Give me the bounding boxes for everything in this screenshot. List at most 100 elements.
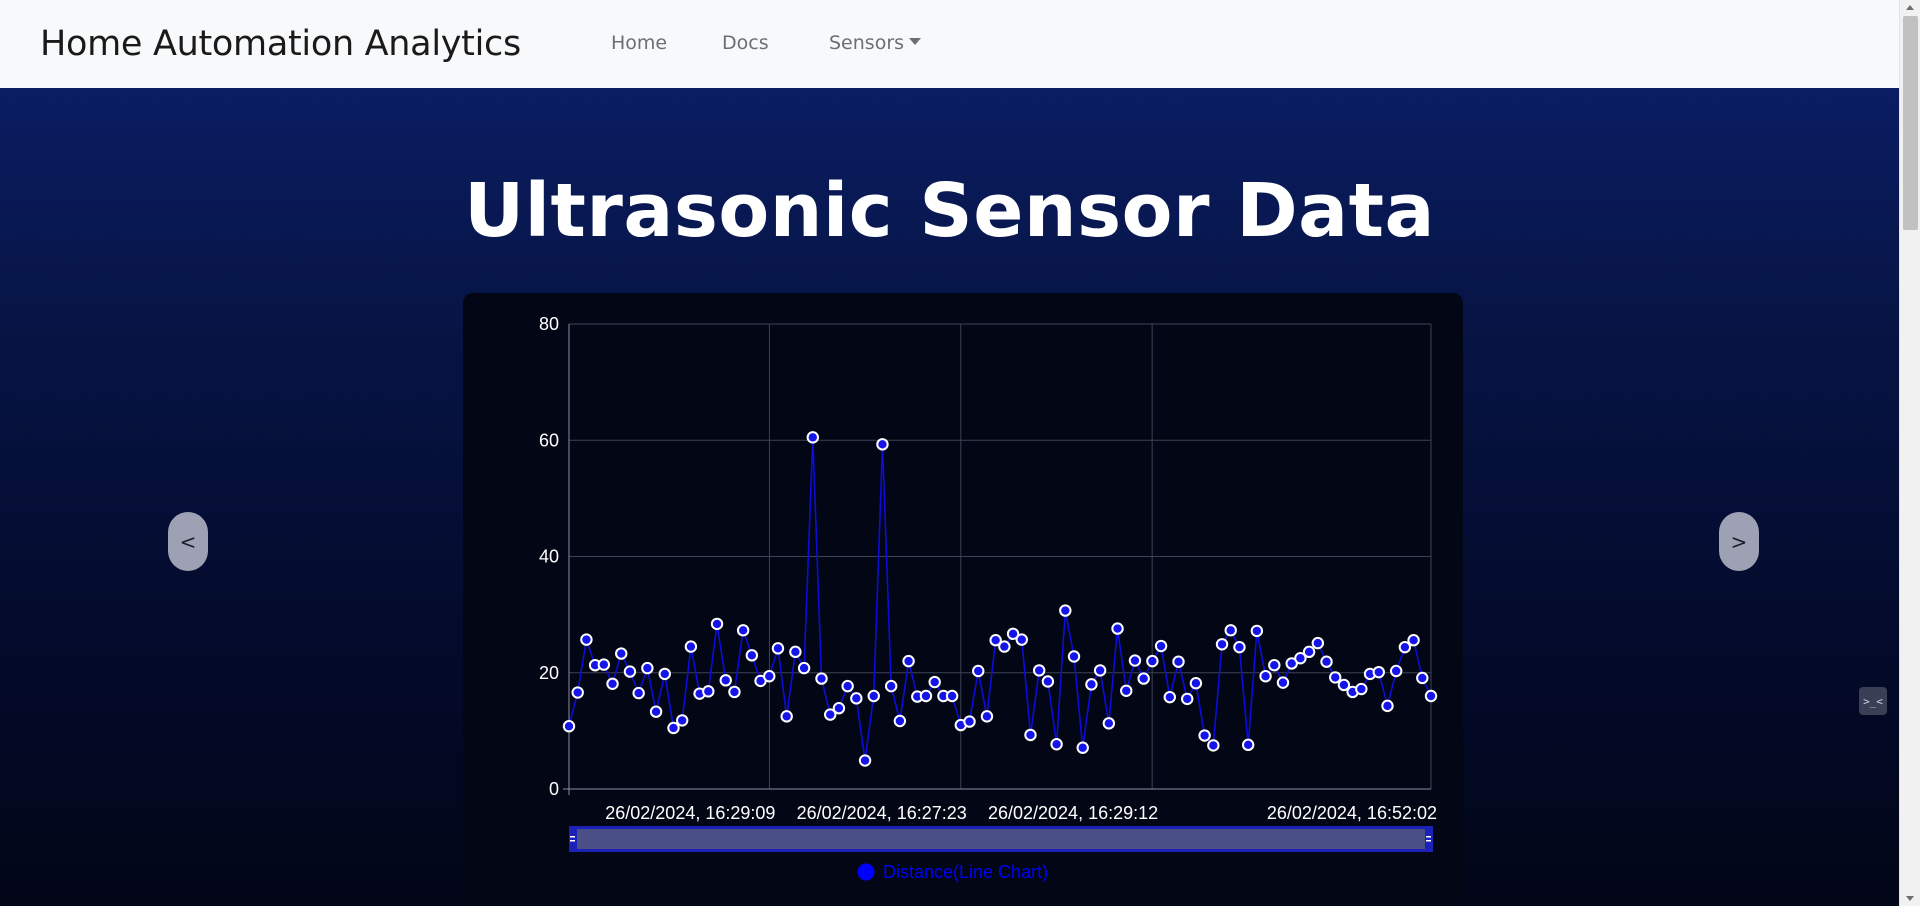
data-point[interactable] (989, 634, 1002, 647)
data-point[interactable] (1032, 664, 1046, 677)
side-widget-icon[interactable]: >_< (1859, 687, 1887, 715)
data-point[interactable] (902, 654, 915, 668)
data-point[interactable] (771, 642, 785, 655)
data-point[interactable] (1181, 692, 1194, 706)
legend-marker[interactable] (857, 863, 875, 881)
data-point[interactable] (1241, 738, 1255, 752)
data-point[interactable] (1198, 729, 1211, 742)
data-point[interactable] (1146, 654, 1159, 668)
zoom-slider-grip[interactable] (1426, 840, 1431, 842)
data-point[interactable] (1294, 652, 1307, 665)
data-point[interactable] (797, 661, 811, 675)
data-point[interactable] (824, 708, 837, 721)
data-point[interactable] (1381, 699, 1394, 713)
data-point[interactable] (963, 715, 976, 728)
brand-title[interactable]: Home Automation Analytics (40, 24, 521, 64)
data-point[interactable] (710, 617, 724, 631)
data-point[interactable] (1215, 638, 1229, 651)
data-point[interactable] (876, 438, 889, 451)
data-point[interactable] (972, 664, 985, 678)
carousel-prev-button[interactable]: < (168, 512, 208, 571)
data-point[interactable] (615, 647, 628, 660)
data-point[interactable] (1389, 664, 1403, 678)
data-point[interactable] (1137, 672, 1150, 685)
data-point[interactable] (841, 679, 854, 693)
data-point[interactable] (606, 677, 619, 690)
data-point[interactable] (1268, 658, 1281, 672)
data-point[interactable] (1233, 640, 1246, 654)
data-point[interactable] (641, 661, 654, 675)
data-point[interactable] (658, 667, 671, 681)
data-point[interactable] (623, 665, 637, 678)
scroll-thumb[interactable] (1903, 16, 1918, 230)
data-point[interactable] (884, 679, 898, 693)
data-point[interactable] (789, 645, 802, 659)
data-point[interactable] (1111, 622, 1124, 635)
data-point[interactable] (562, 720, 576, 733)
data-point[interactable] (1259, 670, 1272, 683)
data-point[interactable] (719, 674, 732, 687)
data-point[interactable] (1163, 690, 1176, 704)
data-point[interactable] (1372, 665, 1385, 679)
data-point[interactable] (745, 649, 759, 662)
data-point[interactable] (1207, 739, 1220, 752)
data-point[interactable] (1276, 676, 1290, 689)
data-point[interactable] (580, 633, 593, 646)
data-point[interactable] (1093, 664, 1107, 677)
data-point[interactable] (632, 686, 645, 700)
data-point[interactable] (1085, 678, 1098, 691)
data-point[interactable] (1398, 640, 1412, 654)
data-point[interactable] (1329, 671, 1342, 684)
carousel-next-button[interactable]: > (1719, 512, 1759, 571)
data-point[interactable] (893, 714, 907, 728)
data-point[interactable] (998, 640, 1011, 653)
data-point[interactable] (832, 702, 846, 715)
data-point[interactable] (1189, 677, 1203, 690)
scroll-down-arrow-icon[interactable] (1906, 896, 1914, 901)
data-point[interactable] (850, 692, 863, 705)
data-point[interactable] (1006, 627, 1020, 641)
data-point[interactable] (1355, 682, 1368, 696)
data-point[interactable] (858, 754, 872, 767)
page-scrollbar[interactable] (1899, 0, 1920, 906)
data-point[interactable] (806, 431, 819, 444)
data-point[interactable] (571, 686, 584, 699)
data-point[interactable] (1302, 645, 1316, 659)
data-point[interactable] (649, 705, 663, 718)
data-point[interactable] (1041, 675, 1055, 688)
data-point[interactable] (1337, 678, 1351, 692)
data-point[interactable] (1250, 624, 1264, 638)
data-point[interactable] (684, 640, 698, 653)
data-point[interactable] (1224, 624, 1237, 637)
scroll-up-arrow-icon[interactable] (1906, 5, 1914, 10)
nav-home-link[interactable]: Home (611, 32, 668, 54)
data-point[interactable] (1015, 633, 1028, 646)
data-point[interactable] (1102, 717, 1116, 730)
zoom-slider-range[interactable] (577, 829, 1425, 849)
zoom-slider-handle-right[interactable] (1426, 836, 1431, 838)
data-point[interactable] (867, 689, 880, 703)
data-point[interactable] (763, 670, 776, 683)
data-point[interactable] (1120, 684, 1133, 697)
chart-legend[interactable]: Distance(Line Chart) (857, 862, 1049, 882)
data-point[interactable] (702, 685, 715, 698)
data-point[interactable] (919, 689, 933, 703)
data-point[interactable] (780, 710, 793, 723)
data-point[interactable] (675, 714, 689, 727)
data-point[interactable] (1416, 671, 1429, 685)
nav-docs-link[interactable]: Docs (722, 32, 769, 54)
data-point[interactable] (1076, 741, 1089, 754)
data-point[interactable] (1424, 689, 1438, 703)
data-point[interactable] (1050, 738, 1063, 751)
data-point[interactable] (1172, 655, 1185, 668)
data-point[interactable] (1067, 650, 1081, 663)
data-point[interactable] (1407, 634, 1420, 647)
data-point[interactable] (736, 624, 750, 637)
zoom-slider[interactable] (569, 826, 1433, 852)
data-point[interactable] (1059, 604, 1072, 617)
data-point[interactable] (597, 658, 611, 671)
legend-label[interactable]: Distance(Line Chart) (883, 862, 1048, 882)
data-point[interactable] (1128, 654, 1142, 667)
zoom-slider-handle-left[interactable] (570, 836, 575, 838)
zoom-slider-grip[interactable] (570, 840, 575, 842)
